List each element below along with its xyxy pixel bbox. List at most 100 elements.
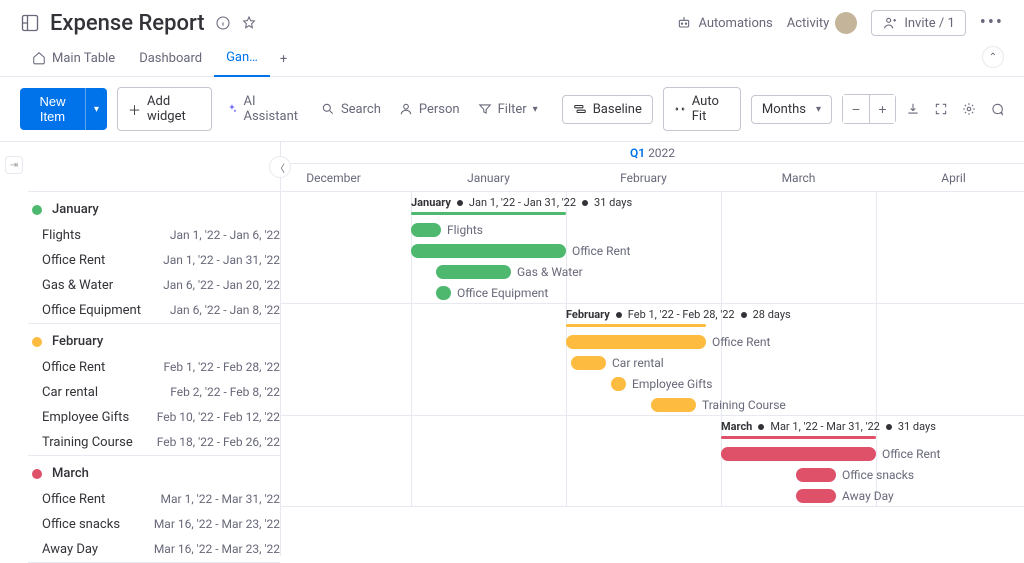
gantt-chart[interactable]: Q1 2022 DecemberJanuaryFebruaryMarchApri… [280,142,1024,556]
gantt-bar-row: Gas & Water [281,262,1024,283]
summary-dot [616,312,622,318]
group-summary-bar[interactable] [411,212,566,215]
task-row[interactable]: FlightsJan 1, '22 - Jan 6, '22 [28,223,280,248]
autofit-label: Auto Fit [692,94,730,124]
filter-label: Filter [498,102,527,117]
gantt-bar[interactable] [611,377,626,391]
add-widget-label: Add widget [147,94,200,124]
view-tab[interactable]: Dashboard [127,43,214,76]
group-header[interactable]: March [28,456,280,487]
new-item-dropdown[interactable]: ▾ [85,88,107,130]
gantt-bar-label: Office Rent [882,447,940,461]
invite-button[interactable]: Invite / 1 [871,10,965,36]
filter-button[interactable]: Filter ▾ [474,96,542,123]
task-row[interactable]: Office RentFeb 1, '22 - Feb 28, '22 [28,355,280,380]
summary-days: 31 days [594,196,632,209]
task-row[interactable]: Employee GiftsFeb 10, '22 - Feb 12, '22 [28,405,280,430]
invite-label: Invite / 1 [904,16,954,31]
star-icon[interactable] [241,15,257,31]
summary-dot [457,200,463,206]
summary-range: Jan 1, '22 - Jan 31, '22 [469,196,576,209]
gantt-bar[interactable] [796,489,836,503]
collapse-header-button[interactable]: ⌃ [982,46,1004,68]
person-filter-button[interactable]: Person [395,96,464,123]
group-name: February [52,334,103,349]
task-name: Office Rent [42,253,150,268]
month-cell: January [411,164,566,192]
gantt-toolbar: New Item ▾ ＋ Add widget AI Assistant Sea… [0,77,1024,141]
summary-label: January [411,196,451,209]
view-tab[interactable]: Gan… [214,42,270,77]
task-name: Office snacks [42,517,150,532]
gantt-bar-label: Flights [447,223,483,237]
gantt-bar[interactable] [571,356,606,370]
view-tab-label: Gan… [226,50,258,65]
download-button[interactable] [906,102,920,116]
ai-assistant-button[interactable]: AI Assistant [222,88,307,130]
group-header[interactable]: January [28,192,280,223]
month-cell: February [566,164,721,192]
gantt-bar-row: Office snacks [281,465,1024,486]
task-row[interactable]: Office EquipmentJan 6, '22 - Jan 8, '22 [28,298,280,323]
gantt-bar-row: Office Rent [281,444,1024,465]
new-item-split-button: New Item ▾ [20,88,107,130]
task-row[interactable]: Office snacksMar 16, '22 - Mar 23, '22 [28,512,280,537]
info-icon[interactable] [215,15,231,31]
comment-icon [990,102,1004,116]
baseline-icon [573,102,587,116]
group-summary-bar[interactable] [721,436,876,439]
activity-button[interactable]: Activity [787,12,858,34]
more-menu-button[interactable]: ••• [980,14,1004,32]
view-tab[interactable]: Main Table [20,43,127,76]
automations-button[interactable]: Automations [676,15,772,31]
task-name: Gas & Water [42,278,150,293]
timescale-dropdown[interactable]: Months ▾ [751,95,832,124]
gantt-bar[interactable] [796,468,836,482]
group-summary: MarchMar 1, '22 - Mar 31, '2231 days [721,420,936,433]
add-widget-button[interactable]: ＋ Add widget [117,87,212,131]
sidebar-collapse-button[interactable]: ⇥ [5,156,23,174]
zoom-in-button[interactable]: + [869,95,895,123]
panel-collapse-button[interactable]: 〈 [269,156,291,178]
task-row[interactable]: Training CourseFeb 18, '22 - Feb 26, '22 [28,430,280,455]
settings-button[interactable] [962,102,976,116]
add-view-tab-button[interactable]: + [270,46,297,73]
gantt-bar-row: Flights [281,220,1024,241]
autofit-button[interactable]: Auto Fit [663,87,741,131]
new-item-button[interactable]: New Item [20,88,85,130]
task-dates: Mar 16, '22 - Mar 23, '22 [150,542,280,557]
summary-dot [741,312,747,318]
summary-days: 28 days [753,308,791,321]
gantt-bar[interactable] [721,447,876,461]
zoom-out-button[interactable]: − [843,95,869,123]
group-header[interactable]: February [28,324,280,355]
gantt-bar[interactable] [436,265,511,279]
search-button[interactable]: Search [317,96,385,123]
fullscreen-button[interactable] [934,102,948,116]
task-group: February Office RentFeb 1, '22 - Feb 28, … [28,324,280,456]
gear-icon [962,102,976,116]
gantt-bar[interactable] [651,398,696,412]
quarter-row: Q1 2022 [281,142,1024,164]
task-row[interactable]: Away DayMar 16, '22 - Mar 23, '22 [28,537,280,562]
task-dates: Feb 18, '22 - Feb 26, '22 [150,435,280,450]
baseline-button[interactable]: Baseline [562,95,653,124]
task-row[interactable]: Office RentJan 1, '22 - Jan 31, '22 [28,248,280,273]
comment-button[interactable] [990,102,1004,116]
task-name: Car rental [42,385,150,400]
gantt-bar[interactable] [566,335,706,349]
summary-dot [886,424,892,430]
task-name: Office Equipment [42,303,150,318]
gantt-bar[interactable] [411,223,441,237]
gantt-bar[interactable] [436,286,451,300]
person-label: Person [419,102,460,117]
activity-label: Activity [787,16,830,31]
month-row: DecemberJanuaryFebruaryMarchApril [281,164,1024,192]
group-summary-bar[interactable] [566,324,706,327]
month-cell: April [876,164,1024,192]
task-row[interactable]: Car rentalFeb 2, '22 - Feb 8, '22 [28,380,280,405]
gantt-bar[interactable] [411,244,566,258]
task-row[interactable]: Gas & WaterJan 6, '22 - Jan 20, '22 [28,273,280,298]
task-row[interactable]: Office RentMar 1, '22 - Mar 31, '22 [28,487,280,512]
home-icon [32,51,46,65]
